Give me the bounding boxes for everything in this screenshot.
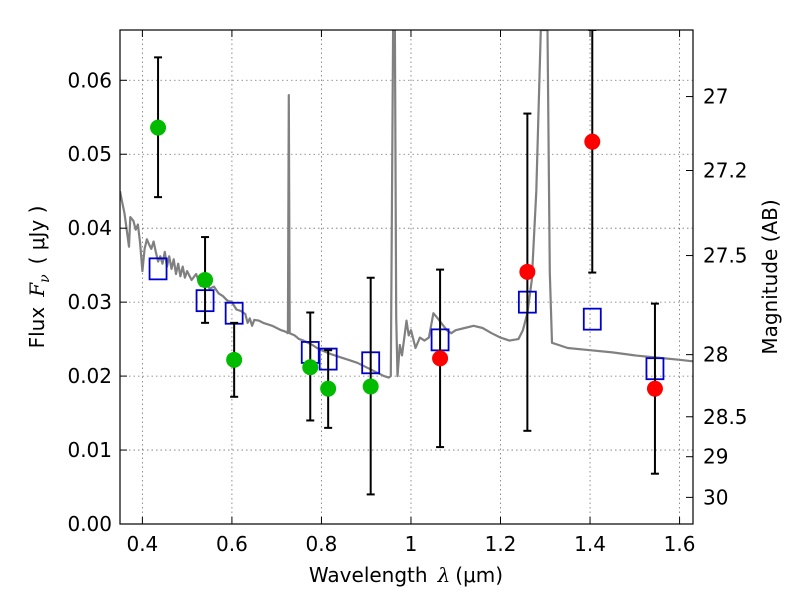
grid-layer (120, 30, 693, 524)
y2-tick-label: 28.5 (703, 405, 748, 429)
y2-tick-label: 30 (703, 485, 728, 509)
y-tick-label: 0.06 (67, 68, 112, 92)
x-tick-label: 1.6 (664, 532, 696, 556)
green-data-point (197, 271, 214, 288)
x-tick-label: 0.8 (306, 532, 338, 556)
green-data-point (150, 119, 167, 136)
marks-layer (148, 30, 665, 496)
x-tick-label: 1.4 (574, 532, 606, 556)
model-square-point (582, 307, 602, 331)
red-data-point (519, 263, 536, 280)
y2-tick-label: 27.5 (703, 244, 748, 268)
red-data-point (646, 380, 663, 397)
y-tick-label: 0.04 (67, 216, 112, 240)
y2-tick-label: 27.2 (703, 159, 748, 183)
green-data-point (320, 380, 337, 397)
ticks-layer: 0.4 0.6 0.8 1 1.2 1.4 1.6 0.00 0.01 0.02 0.03 0.04 0… (67, 30, 748, 556)
plot-frame (119, 29, 694, 525)
y-axis-label: FluxFν( μJy ) (25, 206, 53, 349)
x-tick-label: 1 (405, 532, 418, 556)
red-data-point (432, 350, 449, 367)
green-data-point (226, 351, 243, 368)
x-tick-label: 0.4 (126, 532, 158, 556)
y-tick-label: 0.01 (67, 438, 112, 462)
y2-tick-label: 29 (703, 445, 728, 469)
y-tick-label: 0.03 (67, 290, 112, 314)
x-tick-label: 1.2 (485, 532, 517, 556)
green-data-point (362, 378, 379, 395)
y2-tick-label: 28 (703, 343, 728, 367)
y2-axis-label: Magnitude (AB) (758, 199, 782, 354)
red-data-point (584, 133, 601, 150)
x-axis-label: Wavelength λ (μm) (309, 563, 503, 587)
x-tick-label: 0.6 (216, 532, 248, 556)
model-spectrum-line (120, 30, 693, 379)
model-square-point (148, 257, 168, 281)
y-tick-label: 0.00 (67, 512, 112, 536)
plot-area (120, 30, 693, 496)
y-tick-label: 0.02 (67, 364, 112, 388)
green-data-point (302, 359, 319, 376)
y-tick-label: 0.05 (67, 142, 112, 166)
y2-tick-label: 27 (703, 85, 728, 109)
